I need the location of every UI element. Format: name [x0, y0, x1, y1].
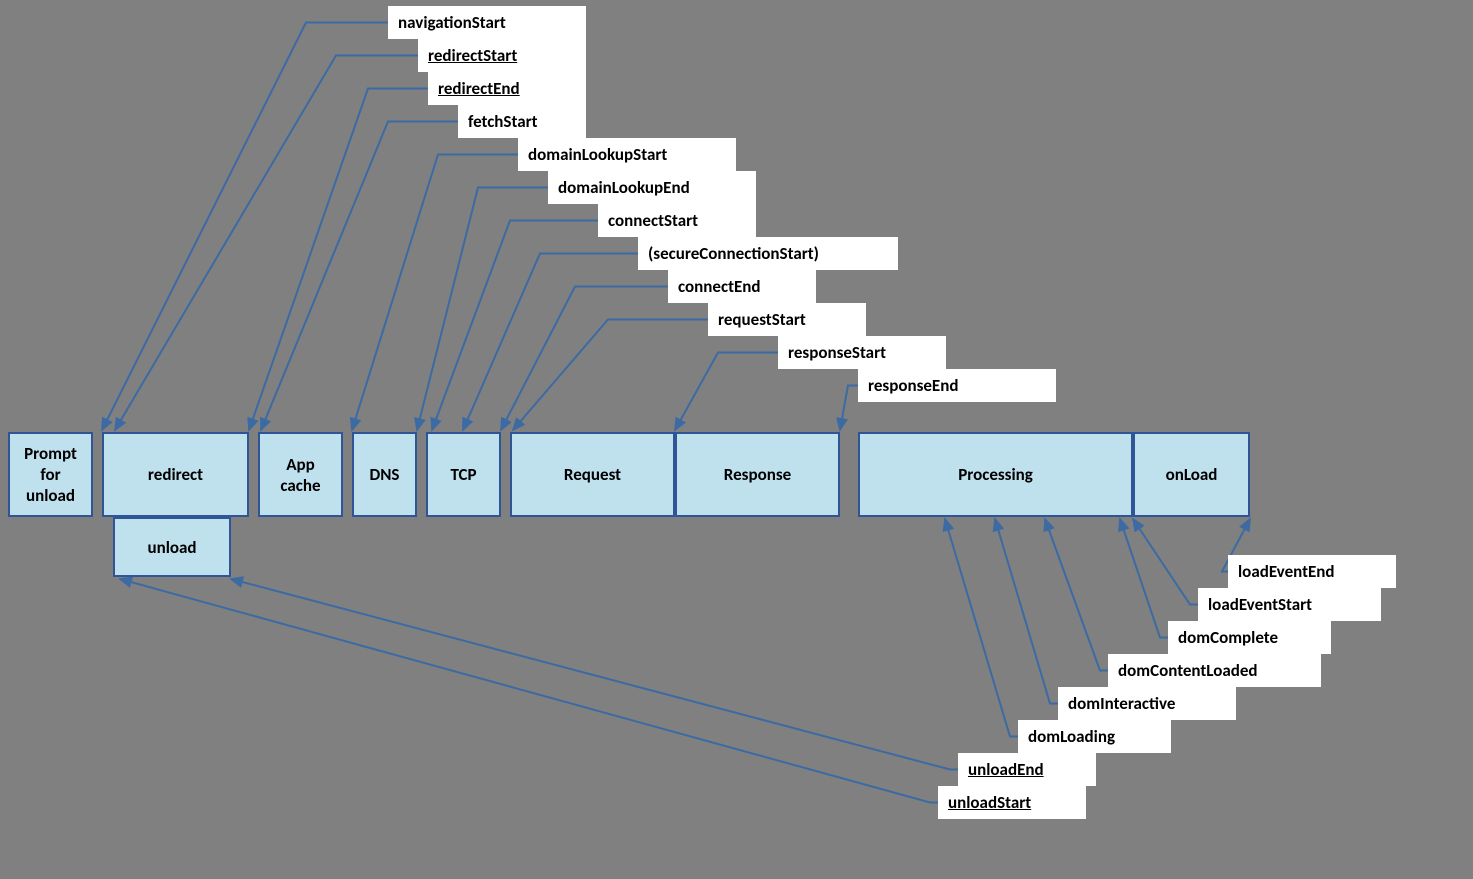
- event-label-secureConnectionStart: (secureConnectionStart): [638, 237, 898, 270]
- phase-onload: onLoad: [1133, 432, 1250, 517]
- event-label-fetchStart: fetchStart: [458, 105, 586, 138]
- event-label-redirectStart: redirectStart: [418, 39, 586, 72]
- event-label-domContentLoaded: domContentLoaded: [1108, 654, 1321, 687]
- event-label-domLoading: domLoading: [1018, 720, 1171, 753]
- event-label-requestStart: requestStart: [708, 303, 866, 336]
- event-label-domInteractive: domInteractive: [1058, 687, 1236, 720]
- event-label-connectStart: connectStart: [598, 204, 756, 237]
- event-label-responseEnd: responseEnd: [858, 369, 1056, 402]
- event-label-domainLookupStart: domainLookupStart: [518, 138, 736, 171]
- event-label-loadEventStart: loadEventStart: [1198, 588, 1381, 621]
- phase-appcache: App cache: [258, 432, 343, 517]
- phase-dns: DNS: [352, 432, 417, 517]
- event-label-domComplete: domComplete: [1168, 621, 1331, 654]
- phase-tcp: TCP: [426, 432, 501, 517]
- event-label-navigationStart: navigationStart: [388, 6, 586, 39]
- event-label-loadEventEnd: loadEventEnd: [1228, 555, 1396, 588]
- phase-unload: unload: [113, 517, 231, 577]
- event-label-domainLookupEnd: domainLookupEnd: [548, 171, 756, 204]
- phase-response: Response: [675, 432, 840, 517]
- event-label-redirectEnd: redirectEnd: [428, 72, 586, 105]
- phase-prompt: Prompt for unload: [8, 432, 93, 517]
- phase-request: Request: [510, 432, 675, 517]
- event-label-unloadEnd: unloadEnd: [958, 753, 1096, 786]
- event-label-responseStart: responseStart: [778, 336, 946, 369]
- event-label-connectEnd: connectEnd: [668, 270, 816, 303]
- phase-processing: Processing: [858, 432, 1133, 517]
- phase-redirect: redirect: [102, 432, 249, 517]
- navigation-timing-diagram: Prompt for unloadredirectApp cacheDNSTCP…: [0, 0, 1473, 879]
- event-label-unloadStart: unloadStart: [938, 786, 1086, 819]
